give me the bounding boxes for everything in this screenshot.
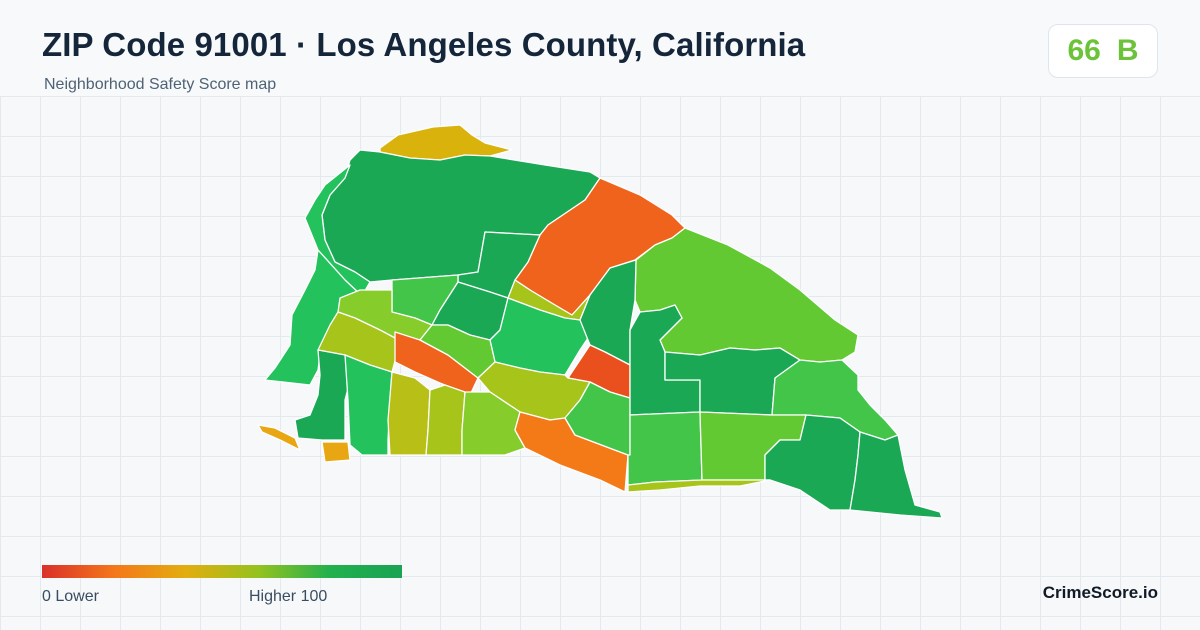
region-se-h[interactable]	[849, 431, 943, 519]
page-subtitle: Neighborhood Safety Score map	[44, 76, 277, 93]
region-sw-green[interactable]	[344, 354, 393, 456]
header: ZIP Code 91001 · Los Angeles County, Cal…	[0, 0, 1200, 96]
region-south-olive-b[interactable]	[425, 384, 466, 456]
region-north-tip[interactable]	[379, 124, 513, 161]
legend-high-label: Higher 100	[249, 588, 328, 605]
region-se-e[interactable]	[627, 411, 703, 486]
score-badge: 66 B	[1048, 24, 1158, 78]
region-south-olive-a[interactable]	[387, 371, 431, 456]
region-south-orange[interactable]	[514, 411, 629, 493]
legend-low-label: 0 Lower	[42, 588, 99, 605]
region-northwest-strip[interactable]	[304, 164, 371, 297]
page-title: ZIP Code 91001 · Los Angeles County, Cal…	[42, 26, 806, 63]
score-value: 66	[1067, 34, 1101, 67]
region-northeast-large[interactable]	[634, 227, 859, 363]
region-sw-orange-small[interactable]	[321, 441, 351, 463]
brand-logo: CrimeScore.io	[1042, 583, 1158, 602]
region-central-g[interactable]	[419, 324, 496, 379]
grade-letter: B	[1116, 34, 1139, 67]
legend-gradient	[42, 565, 402, 578]
region-sw-orange-tip[interactable]	[257, 424, 301, 451]
region-se-sliver[interactable]	[627, 479, 771, 493]
